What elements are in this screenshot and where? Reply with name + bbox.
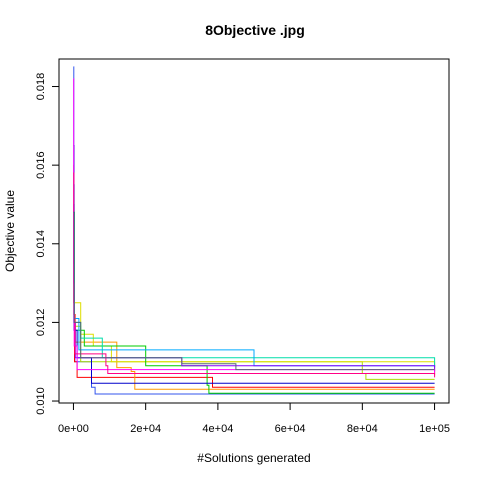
x-tick-label: 8e+04 (347, 423, 378, 435)
series-line-1 (73, 66, 435, 395)
x-tick-label: 2e+04 (130, 423, 161, 435)
x-tick-label: 1e+05 (419, 423, 450, 435)
series-line-12 (73, 172, 436, 378)
series-group (73, 66, 436, 395)
y-tick-label: 0.018 (35, 73, 47, 101)
x-axis: 0e+00 2e+04 4e+04 6e+04 8e+04 1e+05 (58, 402, 450, 435)
y-tick-label: 0.014 (35, 230, 47, 258)
series-line-9 (73, 145, 435, 384)
series-line-7 (73, 204, 436, 367)
y-axis: 0.010 0.012 0.014 0.016 0.018 (35, 73, 60, 415)
y-tick-label: 0.016 (35, 151, 47, 179)
series-line-11 (73, 78, 436, 374)
y-tick-label: 0.012 (35, 309, 47, 337)
x-tick-label: 4e+04 (202, 423, 233, 435)
y-axis-label: Objective value (3, 190, 17, 272)
x-tick-label: 0e+00 (58, 423, 89, 435)
x-axis-label: #Solutions generated (197, 451, 310, 465)
chart-title: 8Objective .jpg (205, 22, 305, 38)
series-line-13 (73, 211, 435, 371)
x-tick-label: 6e+04 (275, 423, 306, 435)
series-line-8 (73, 184, 436, 368)
y-tick-label: 0.010 (35, 387, 47, 415)
series-line-3 (73, 235, 435, 390)
